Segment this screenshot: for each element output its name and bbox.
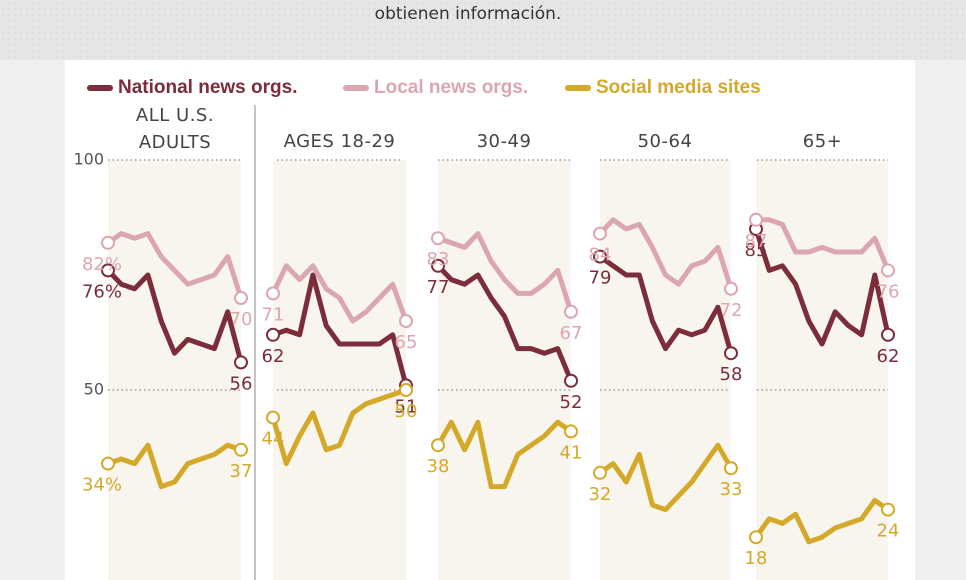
panel-title: ALL U.S. ADULTS bbox=[135, 105, 215, 153]
end-marker bbox=[266, 286, 280, 301]
end-marker bbox=[593, 226, 607, 241]
legend-label: Local news orgs. bbox=[374, 77, 528, 98]
data-label: 56 bbox=[230, 373, 253, 394]
panel-band bbox=[438, 160, 571, 580]
data-label: 70 bbox=[230, 309, 253, 330]
end-marker bbox=[564, 304, 578, 319]
end-marker bbox=[593, 465, 607, 480]
panel-band bbox=[273, 160, 406, 580]
panel-title: 65+ bbox=[803, 131, 843, 152]
data-label: 34% bbox=[82, 475, 122, 496]
data-label: 76 bbox=[877, 281, 900, 302]
end-marker bbox=[724, 346, 738, 361]
data-label: 33 bbox=[720, 479, 743, 500]
end-marker bbox=[881, 327, 895, 342]
panel-title: 50-64 bbox=[638, 131, 693, 152]
end-marker bbox=[564, 373, 578, 388]
end-marker bbox=[881, 263, 895, 278]
data-label: 62 bbox=[877, 346, 900, 367]
end-marker bbox=[234, 291, 248, 305]
data-label: 37 bbox=[230, 461, 253, 482]
series-line bbox=[270, 387, 407, 467]
data-label: 58 bbox=[720, 364, 743, 385]
data-label: 71 bbox=[262, 304, 285, 325]
end-marker bbox=[749, 212, 763, 227]
data-label: 67 bbox=[560, 323, 583, 344]
end-marker bbox=[881, 502, 895, 517]
data-label: 87 bbox=[745, 231, 768, 252]
end-marker bbox=[234, 355, 248, 370]
end-marker bbox=[749, 530, 763, 545]
data-label: 18 bbox=[745, 548, 768, 569]
data-label: 51 bbox=[395, 396, 418, 417]
end-marker bbox=[101, 263, 115, 278]
end-marker bbox=[399, 383, 413, 397]
data-label: 41 bbox=[560, 442, 583, 463]
data-label: 77 bbox=[427, 277, 450, 298]
data-label: 65 bbox=[395, 332, 418, 353]
end-marker bbox=[724, 281, 738, 296]
panel-title: 30-49 bbox=[477, 131, 532, 152]
series-line bbox=[436, 264, 574, 382]
data-label: 82% bbox=[82, 254, 122, 275]
end-marker bbox=[266, 410, 280, 425]
data-label: 85 bbox=[745, 240, 768, 261]
end-marker bbox=[399, 314, 413, 328]
series-line bbox=[435, 419, 573, 490]
series-line bbox=[598, 217, 734, 290]
y-tick-label: 100 bbox=[73, 150, 104, 169]
series-line bbox=[598, 442, 734, 513]
data-label: 32 bbox=[589, 484, 612, 505]
data-label: 52 bbox=[560, 392, 583, 413]
end-marker bbox=[431, 231, 445, 246]
series-line bbox=[756, 217, 891, 272]
panel-title: AGES 18-29 bbox=[284, 131, 396, 152]
end-marker bbox=[101, 456, 115, 471]
data-label: 84 bbox=[589, 245, 612, 266]
header-band bbox=[0, 0, 966, 60]
end-marker bbox=[234, 442, 248, 457]
data-label: 44 bbox=[262, 429, 285, 450]
series-line bbox=[272, 272, 409, 387]
data-label: 50 bbox=[395, 401, 418, 422]
end-marker bbox=[564, 424, 578, 439]
data-label: 83 bbox=[427, 249, 450, 270]
series-line bbox=[437, 231, 574, 313]
end-marker bbox=[431, 438, 445, 453]
y-tick-label: 50 bbox=[84, 380, 104, 399]
series-line bbox=[753, 228, 891, 347]
data-label: 24 bbox=[877, 521, 900, 542]
series-line bbox=[107, 442, 242, 490]
end-marker bbox=[593, 249, 607, 264]
series-line bbox=[106, 231, 244, 299]
data-label: 76% bbox=[82, 281, 122, 302]
series-line bbox=[106, 268, 244, 364]
legend-label: Social media sites bbox=[596, 77, 761, 98]
series-line bbox=[270, 263, 409, 324]
panel-title-box: ALL U.S. ADULTS bbox=[135, 105, 215, 153]
data-label: 72 bbox=[720, 300, 743, 321]
end-marker bbox=[724, 461, 738, 476]
series-line bbox=[753, 497, 890, 545]
data-label: 62 bbox=[262, 346, 285, 367]
legend-label: National news orgs. bbox=[118, 77, 297, 98]
end-marker bbox=[431, 258, 445, 273]
series-line bbox=[598, 254, 734, 354]
data-label: 79 bbox=[589, 268, 612, 289]
caption: obtienen información. bbox=[375, 4, 562, 24]
data-label: 38 bbox=[427, 456, 450, 477]
panel-band bbox=[108, 160, 241, 580]
end-marker bbox=[266, 327, 280, 342]
end-marker bbox=[101, 235, 115, 250]
